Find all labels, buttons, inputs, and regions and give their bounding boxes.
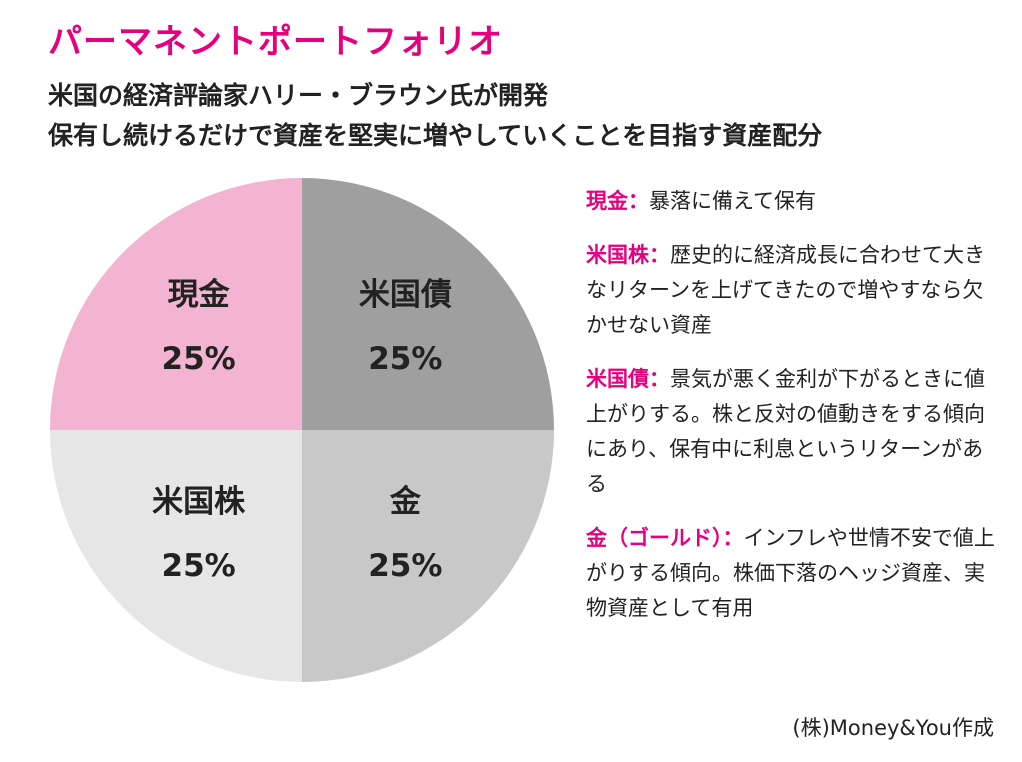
pie-slice-value-3: 25% (368, 341, 442, 377)
pie-slice-0 (50, 178, 302, 430)
pie-slice-label-2: 金 (389, 484, 422, 520)
note-gold-label: 金（ゴールド）： (586, 526, 744, 550)
pie-slice-label-3: 米国債 (359, 277, 452, 313)
note-us-bonds-label: 米国債： (586, 367, 670, 391)
pie-slice-value-1: 25% (162, 548, 236, 584)
note-us-stocks-text: 歴史的に経済成長に合わせて大きなリターンを上げてきたので増やすなら欠かせない資産 (586, 243, 985, 337)
note-gold: 金（ゴールド）：インフレや世情不安で値上がりする傾向。株価下落のヘッジ資産、実物… (586, 521, 998, 626)
subtitle-line-1: 米国の経済評論家ハリー・ブラウン氏が開発 (48, 81, 549, 110)
page-title: パーマネントポートフォリオ (48, 22, 503, 62)
note-us-stocks-label: 米国株： (586, 243, 670, 267)
note-cash-label: 現金： (586, 189, 649, 213)
credit: (株)Money&You作成 (792, 716, 994, 740)
pie-slice-labels: 現金 25% 米国株 25% 金 25% 米国債 25% (152, 277, 452, 584)
pie-slices (50, 178, 554, 682)
pie-slice-value-2: 25% (368, 548, 442, 584)
pie-slice-label-0: 現金 (168, 277, 231, 313)
note-cash: 現金：暴落に備えて保有 (586, 184, 998, 219)
note-gold-text: インフレや世情不安で値上がりする傾向。株価下落のヘッジ資産、実物資産として有用 (586, 526, 995, 620)
note-us-bonds-text: 景気が悪く金利が下がるときに値上がりする。株と反対の値動きをする傾向にあり、保有… (586, 367, 985, 496)
pie-slice-2 (302, 430, 554, 682)
pie-chart: 現金 25% 米国株 25% 金 25% 米国債 25% (50, 178, 554, 682)
subtitle-line-2: 保有し続けるだけで資産を堅実に増やしていくことを目指す資産配分 (48, 121, 823, 150)
note-cash-text: 暴落に備えて保有 (649, 189, 816, 213)
note-us-bonds: 米国債：景気が悪く金利が下がるときに値上がりする。株と反対の値動きをする傾向にあ… (586, 362, 998, 502)
pie-slice-label-1: 米国株 (152, 484, 246, 520)
note-us-stocks: 米国株：歴史的に経済成長に合わせて大きなリターンを上げてきたので増やすなら欠かせ… (586, 238, 998, 343)
pie-slice-3 (302, 178, 554, 430)
notes-panel: 現金：暴落に備えて保有 米国株：歴史的に経済成長に合わせて大きなリターンを上げて… (586, 184, 998, 645)
pie-slice-value-0: 25% (162, 341, 236, 377)
pie-slice-1 (50, 430, 302, 682)
